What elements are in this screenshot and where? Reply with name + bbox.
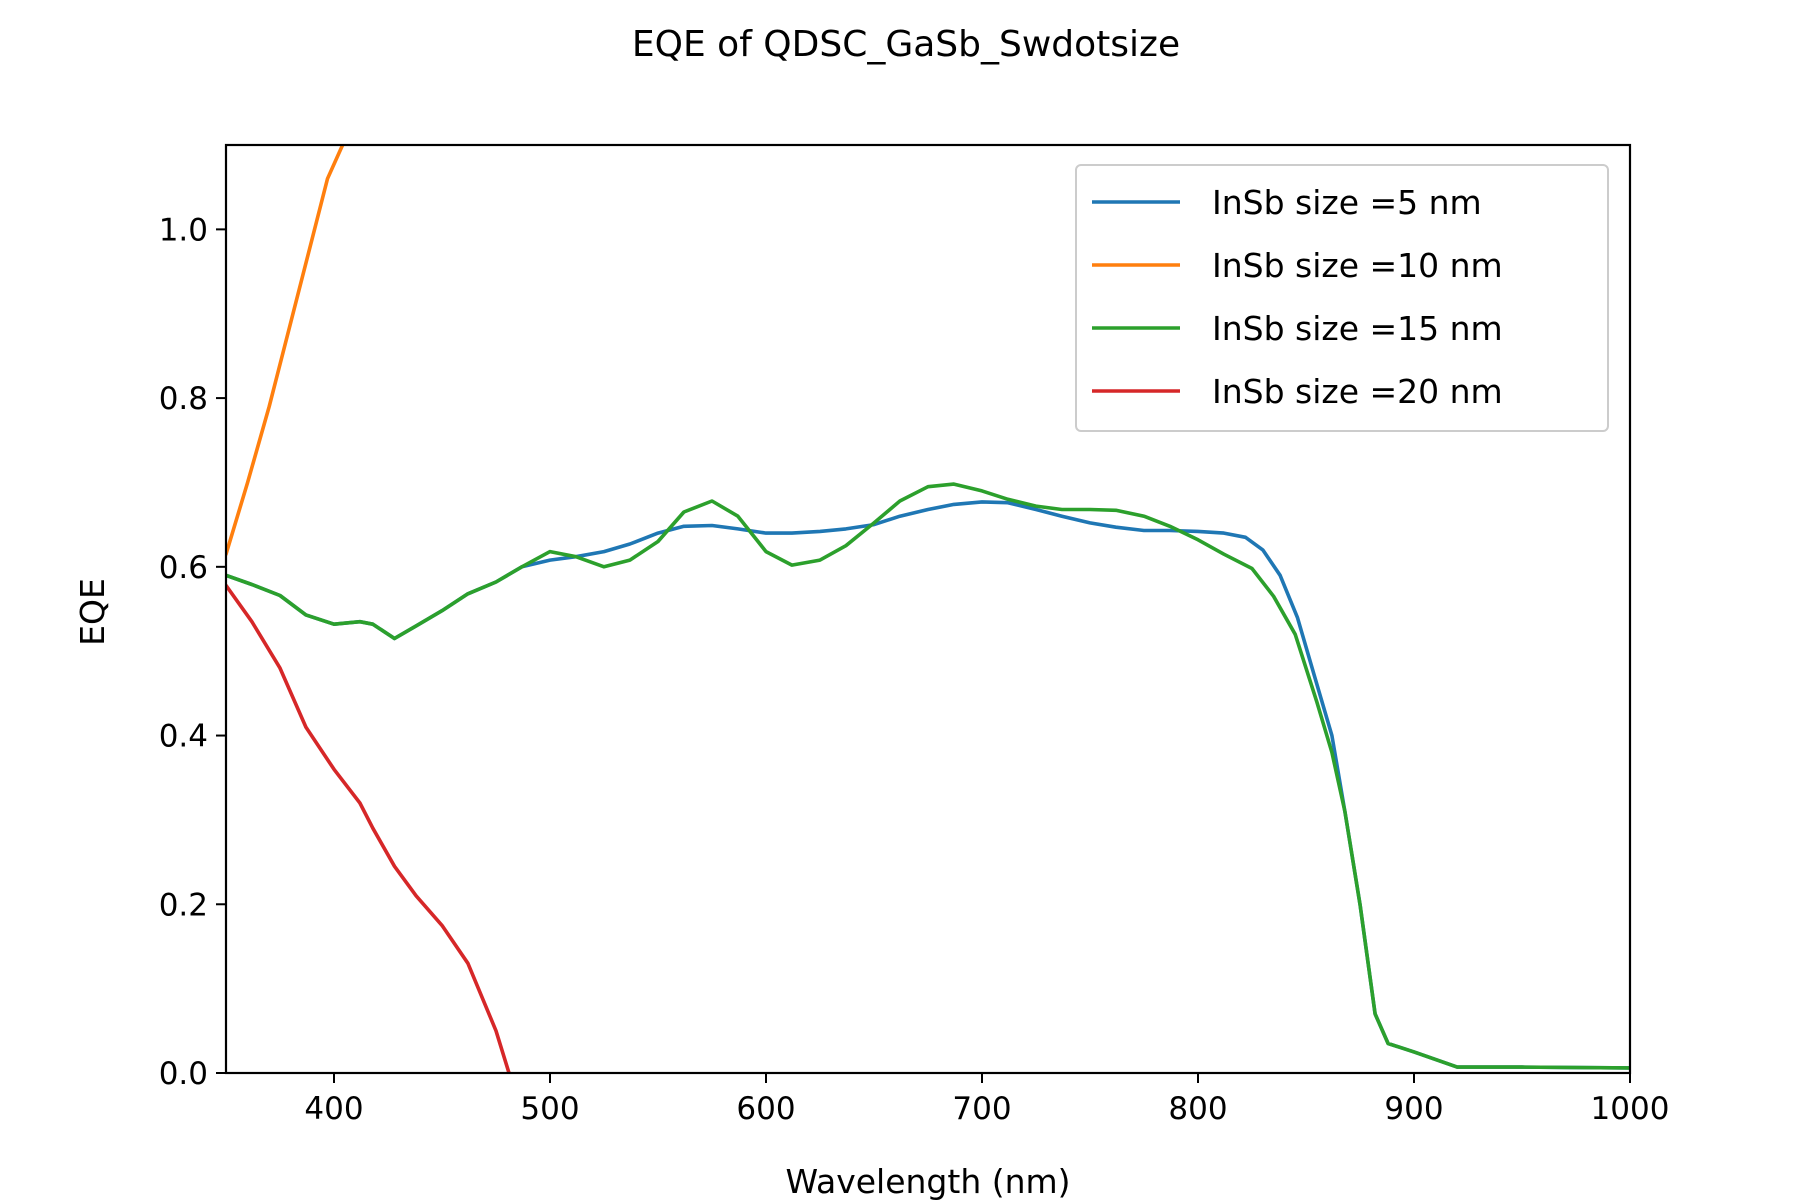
series-line-3 [226, 583, 511, 1073]
legend-label: InSb size =5 nm [1212, 183, 1482, 222]
x-tick-label: 700 [952, 1091, 1011, 1127]
legend-label: InSb size =10 nm [1212, 246, 1503, 285]
y-tick-label: 0.2 [159, 887, 208, 923]
series-line-2 [226, 482, 1630, 1070]
y-tick-label: 0.6 [159, 550, 208, 586]
x-axis-ticks: 400 500 600 700 800 900 1000 [304, 1073, 1669, 1127]
legend-label: InSb size =15 nm [1212, 309, 1503, 348]
plot-area [224, 143, 1632, 1075]
y-tick-label: 0.4 [159, 719, 208, 755]
chart-title: EQE of QDSC_GaSb_Swdotsize [632, 24, 1180, 65]
legend-label: InSb size =20 nm [1212, 372, 1503, 411]
x-tick-label: 900 [1384, 1091, 1443, 1127]
series-line-0 [226, 500, 1630, 1070]
x-tick-label: 800 [1168, 1091, 1227, 1127]
x-axis-label: Wavelength (nm) [785, 1162, 1070, 1200]
y-tick-label: 1.0 [159, 212, 208, 248]
x-tick-label: 500 [520, 1091, 579, 1127]
y-tick-label: 0.8 [159, 381, 208, 417]
series-line-1 [226, 145, 345, 557]
y-axis-ticks: 0.0 0.2 0.4 0.6 0.8 1.0 [159, 212, 226, 1092]
x-tick-label: 600 [736, 1091, 795, 1127]
series-group [226, 145, 1630, 1073]
x-tick-label: 1000 [1591, 1091, 1670, 1127]
x-tick-label: 400 [304, 1091, 363, 1127]
legend-box [1075, 164, 1609, 432]
plot-frame [224, 143, 1632, 1075]
legend: InSb size =5 nm InSb size =10 nm InSb size… [1075, 164, 1609, 432]
y-axis-label: EQE [73, 578, 112, 646]
y-tick-label: 0.0 [159, 1056, 208, 1092]
